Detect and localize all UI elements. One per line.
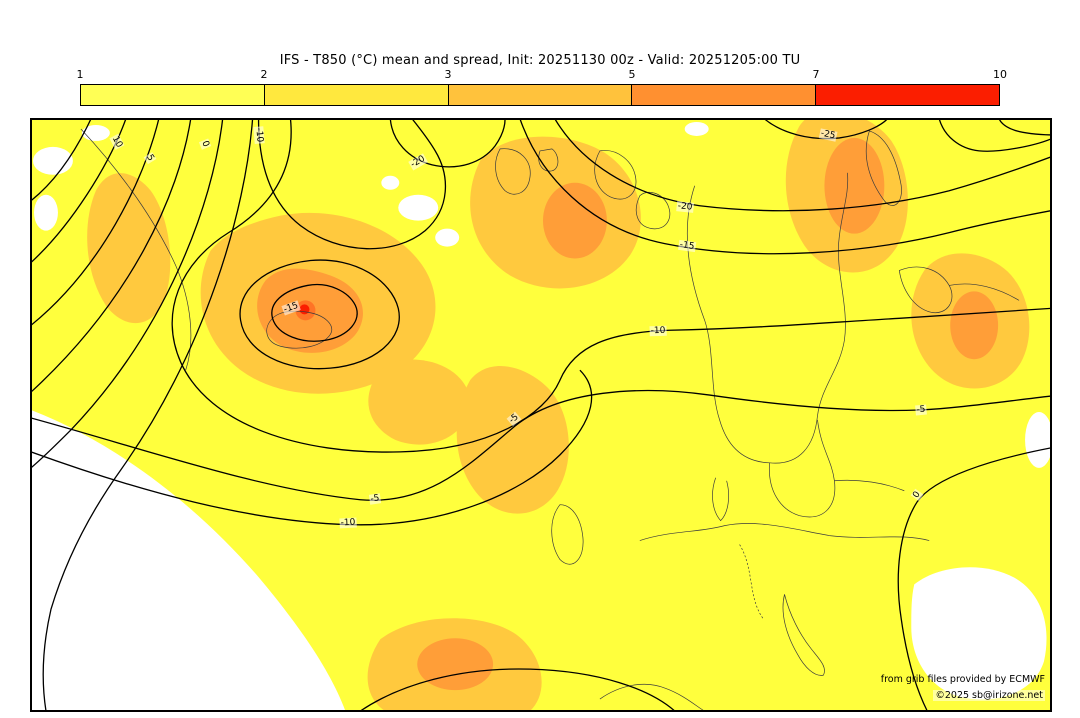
colorbar-legend: 1 2 3 5 7 10: [77, 68, 1007, 106]
colorbar-segment: [264, 85, 449, 105]
colorbar-segment: [632, 85, 817, 105]
colorbar-segment: [816, 85, 999, 105]
colorbar-tick-row: 1 2 3 5 7 10: [76, 68, 1008, 82]
credits-source: from grib files provided by ECMWF: [880, 674, 1045, 685]
colorbar-tick-label: 3: [444, 68, 452, 81]
contour-label: -20: [676, 201, 694, 213]
contour-label: -10: [649, 325, 667, 337]
colorbar-tick-label: 5: [628, 68, 636, 81]
chart-title: IFS - T850 (°C) mean and spread, Init: 2…: [279, 53, 801, 68]
contour-label: -5: [368, 493, 382, 505]
contour-label: -15: [678, 239, 696, 253]
contour-label: -5: [915, 404, 927, 416]
colorbar-tick-label: 1: [76, 68, 84, 81]
coastline-layer: [80, 128, 1020, 711]
colorbar-tick-label: 2: [260, 68, 268, 81]
colorbar-tick-label: 7: [812, 68, 820, 81]
map-canvas: 10 5 0 -10 -20 -20 -15 -25 -10 -15 -5 -5 -10 -5 0 from…: [30, 118, 1052, 712]
colorbar-tick-label: 10: [993, 68, 1007, 81]
credits-copyright: ©2025 sb@irizone.net: [933, 690, 1045, 701]
spread-fill-layer: [31, 119, 1051, 711]
map-graphic: [31, 119, 1051, 711]
contour-label: -10: [339, 517, 357, 529]
colorbar-segment: [81, 85, 265, 105]
colorbar-segment: [448, 85, 633, 105]
colorbar-bar: [80, 84, 1000, 106]
contour-layer: [31, 119, 1051, 711]
contour-label: -10: [253, 126, 265, 144]
map-border: [31, 119, 1051, 711]
